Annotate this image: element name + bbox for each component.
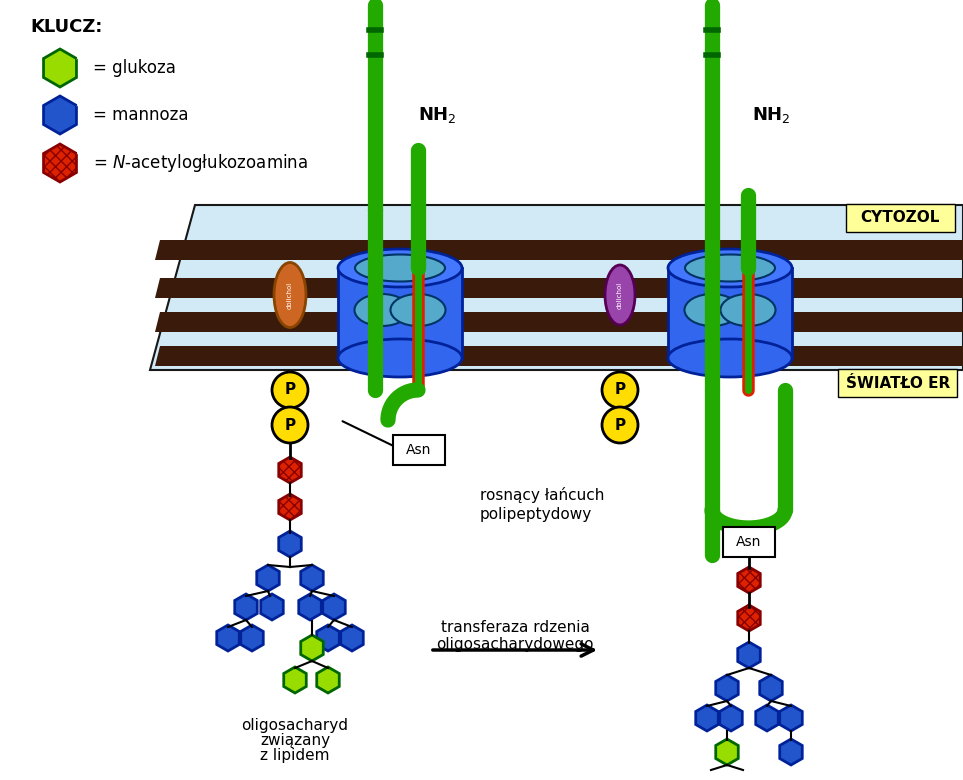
- Polygon shape: [43, 144, 76, 182]
- FancyBboxPatch shape: [723, 527, 775, 557]
- Ellipse shape: [720, 294, 775, 326]
- Polygon shape: [716, 675, 739, 701]
- Polygon shape: [278, 531, 301, 557]
- Ellipse shape: [391, 294, 446, 326]
- Polygon shape: [719, 705, 742, 731]
- Polygon shape: [317, 667, 339, 693]
- Text: z lipidem: z lipidem: [260, 748, 329, 763]
- Polygon shape: [278, 494, 301, 520]
- Polygon shape: [695, 705, 718, 731]
- Text: związany: związany: [260, 733, 330, 748]
- Text: = $N$-acetylogłukozoamina: = $N$-acetylogłukozoamina: [93, 152, 308, 174]
- Circle shape: [602, 372, 638, 408]
- Text: NH$_2$: NH$_2$: [752, 105, 791, 125]
- Polygon shape: [716, 739, 739, 765]
- Polygon shape: [284, 667, 306, 693]
- Text: polipeptydowy: polipeptydowy: [480, 508, 592, 523]
- Ellipse shape: [668, 249, 792, 287]
- Polygon shape: [43, 49, 76, 87]
- Text: P: P: [614, 382, 626, 398]
- Text: ŚWIATŁO ER: ŚWIATŁO ER: [846, 375, 950, 391]
- Polygon shape: [756, 705, 778, 731]
- Polygon shape: [738, 605, 760, 631]
- Text: = mannoza: = mannoza: [93, 106, 189, 124]
- FancyBboxPatch shape: [668, 268, 792, 358]
- Ellipse shape: [685, 254, 775, 282]
- Text: = glukoza: = glukoza: [93, 59, 176, 77]
- Polygon shape: [257, 565, 279, 591]
- Ellipse shape: [605, 265, 635, 325]
- Text: oligosacharydowego: oligosacharydowego: [436, 637, 594, 653]
- FancyBboxPatch shape: [838, 369, 957, 397]
- FancyBboxPatch shape: [846, 204, 955, 232]
- Polygon shape: [300, 565, 324, 591]
- Polygon shape: [323, 594, 346, 620]
- Ellipse shape: [338, 249, 462, 287]
- Polygon shape: [738, 642, 760, 668]
- Text: dolichol: dolichol: [287, 282, 293, 309]
- Polygon shape: [760, 675, 782, 701]
- Text: P: P: [284, 417, 296, 432]
- Ellipse shape: [668, 339, 792, 377]
- Polygon shape: [317, 625, 339, 651]
- Text: NH$_2$: NH$_2$: [418, 105, 456, 125]
- Circle shape: [272, 407, 308, 443]
- Polygon shape: [738, 567, 760, 593]
- Text: Asn: Asn: [737, 535, 762, 549]
- Polygon shape: [235, 594, 257, 620]
- Polygon shape: [261, 594, 283, 620]
- FancyBboxPatch shape: [393, 435, 445, 465]
- Text: CYTOZOL: CYTOZOL: [860, 211, 940, 225]
- Polygon shape: [241, 625, 263, 651]
- Text: dolichol: dolichol: [617, 282, 623, 309]
- Polygon shape: [780, 739, 802, 765]
- Polygon shape: [43, 96, 76, 134]
- FancyBboxPatch shape: [338, 268, 462, 358]
- Text: oligosacharyd: oligosacharyd: [242, 718, 349, 733]
- Polygon shape: [278, 457, 301, 483]
- Polygon shape: [155, 278, 963, 298]
- Ellipse shape: [685, 294, 740, 326]
- Text: P: P: [284, 382, 296, 398]
- Text: transferaza rdzenia: transferaza rdzenia: [440, 621, 589, 636]
- Circle shape: [272, 372, 308, 408]
- Text: P: P: [614, 417, 626, 432]
- Text: KLUCZ:: KLUCZ:: [30, 18, 102, 36]
- Ellipse shape: [274, 263, 306, 328]
- Ellipse shape: [338, 339, 462, 377]
- Polygon shape: [780, 705, 802, 731]
- Polygon shape: [341, 625, 363, 651]
- Polygon shape: [299, 594, 322, 620]
- Polygon shape: [155, 312, 963, 332]
- Polygon shape: [300, 635, 324, 661]
- Ellipse shape: [355, 254, 445, 282]
- Polygon shape: [150, 205, 963, 370]
- Text: rosnący łańcuch: rosnący łańcuch: [480, 487, 605, 503]
- Ellipse shape: [354, 294, 409, 326]
- Polygon shape: [155, 240, 963, 260]
- Polygon shape: [217, 625, 239, 651]
- Circle shape: [602, 407, 638, 443]
- Text: Asn: Asn: [406, 443, 431, 457]
- Polygon shape: [155, 346, 963, 366]
